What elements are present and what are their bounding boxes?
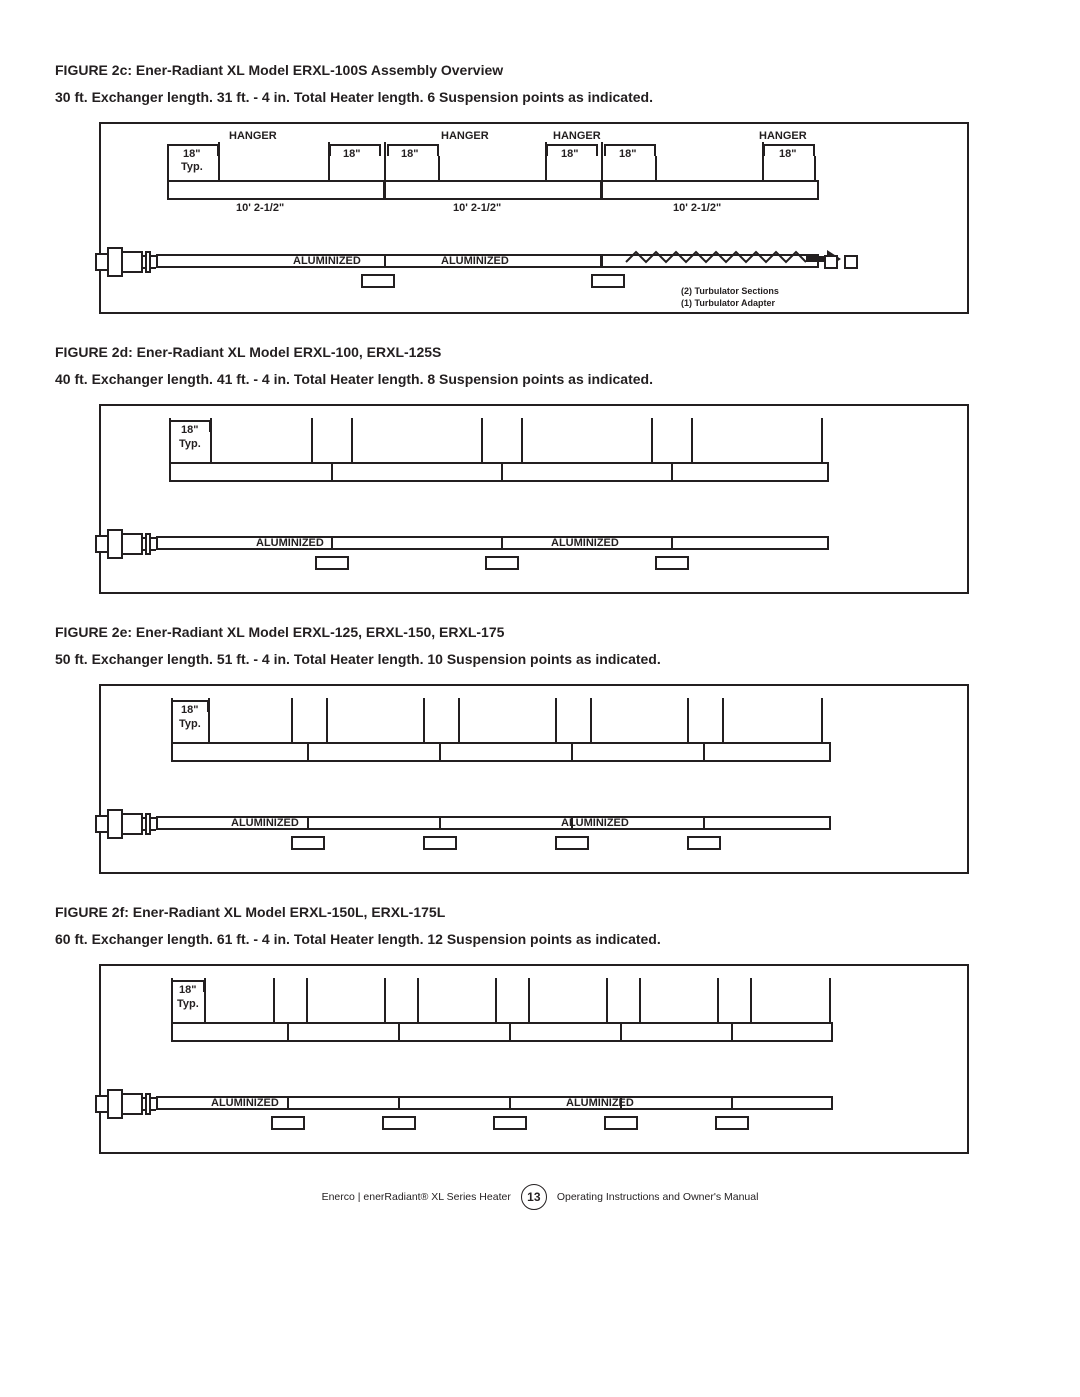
figure-2d-subtitle: 40 ft. Exchanger length. 41 ft. - 4 in. …: [55, 369, 1025, 390]
figure-2e-caption: FIGURE 2e: Ener-Radiant XL Model ERXL-12…: [55, 622, 1025, 670]
coupling-icon: [423, 836, 457, 850]
footer-right: Operating Instructions and Owner's Manua…: [557, 1191, 759, 1203]
figure-2d-diagram: 18" Typ. ALUMINIZED ALUMINIZED: [99, 404, 1025, 594]
eighteen-label: 18": [561, 148, 578, 160]
tube-length-label: 10' 2-1/2": [673, 202, 721, 214]
aluminized-label: ALUMINIZED: [561, 817, 629, 829]
coupling-icon: [555, 836, 589, 850]
coupling-icon: [591, 274, 625, 288]
eighteen-label: 18": [779, 148, 796, 160]
figure-2c-subtitle: 30 ft. Exchanger length. 31 ft. - 4 in. …: [55, 87, 1025, 108]
eighteen-label: 18": [619, 148, 636, 160]
vent-end-icon: [823, 242, 865, 270]
turbulator-icon: [621, 244, 853, 274]
coupling-icon: [655, 556, 689, 570]
hanger-label: HANGER: [229, 130, 277, 142]
coupling-icon: [715, 1116, 749, 1130]
eighteen-label: 18": [343, 148, 360, 160]
footer-left: Enerco | enerRadiant® XL Series Heater: [322, 1191, 511, 1203]
coupling-icon: [687, 836, 721, 850]
eighteen-label: 18": [181, 704, 198, 716]
typ-label: Typ.: [179, 718, 201, 730]
eighteen-label: 18": [183, 148, 200, 160]
tube-length-label: 10' 2-1/2": [453, 202, 501, 214]
turbulator-note-1: (2) Turbulator Sections: [681, 286, 779, 297]
figure-2f-subtitle: 60 ft. Exchanger length. 61 ft. - 4 in. …: [55, 929, 1025, 950]
figure-2f-title: FIGURE 2f: Ener-Radiant XL Model ERXL-15…: [55, 902, 1025, 923]
typ-label: Typ.: [177, 998, 199, 1010]
figure-2c-title: FIGURE 2c: Ener-Radiant XL Model ERXL-10…: [55, 60, 1025, 81]
page-number: 13: [521, 1184, 547, 1210]
typ-label: Typ.: [179, 438, 201, 450]
coupling-icon: [604, 1116, 638, 1130]
eighteen-label: 18": [401, 148, 418, 160]
aluminized-label: ALUMINIZED: [293, 255, 361, 267]
coupling-icon: [291, 836, 325, 850]
aluminized-label: ALUMINIZED: [566, 1097, 634, 1109]
tube-length-label: 10' 2-1/2": [236, 202, 284, 214]
aluminized-label: ALUMINIZED: [441, 255, 509, 267]
figure-2d-caption: FIGURE 2d: Ener-Radiant XL Model ERXL-10…: [55, 342, 1025, 390]
figure-2e-diagram: 18" Typ. ALUMIN: [99, 684, 1025, 874]
coupling-icon: [485, 556, 519, 570]
aluminized-label: ALUMINIZED: [551, 537, 619, 549]
hanger-label: HANGER: [441, 130, 489, 142]
figure-2f-caption: FIGURE 2f: Ener-Radiant XL Model ERXL-15…: [55, 902, 1025, 950]
figure-2e-title: FIGURE 2e: Ener-Radiant XL Model ERXL-12…: [55, 622, 1025, 643]
coupling-icon: [493, 1116, 527, 1130]
coupling-icon: [315, 556, 349, 570]
page-footer: Enerco | enerRadiant® XL Series Heater 1…: [55, 1184, 1025, 1210]
eighteen-label: 18": [179, 984, 196, 996]
hanger-label: HANGER: [553, 130, 601, 142]
coupling-icon: [361, 274, 395, 288]
aluminized-label: ALUMINIZED: [231, 817, 299, 829]
figure-2d-title: FIGURE 2d: Ener-Radiant XL Model ERXL-10…: [55, 342, 1025, 363]
hanger-label: HANGER: [759, 130, 807, 142]
eighteen-label: 18": [181, 424, 198, 436]
coupling-icon: [382, 1116, 416, 1130]
coupling-icon: [271, 1116, 305, 1130]
figure-2c-caption: FIGURE 2c: Ener-Radiant XL Model ERXL-10…: [55, 60, 1025, 108]
figure-2e-subtitle: 50 ft. Exchanger length. 51 ft. - 4 in. …: [55, 649, 1025, 670]
turbulator-note-2: (1) Turbulator Adapter: [681, 298, 775, 309]
typ-label: Typ.: [181, 161, 203, 173]
figure-2f-diagram: 18" Typ.: [99, 964, 1025, 1154]
figure-2c-diagram: HANGER HANGER HANGER HANGER 18" Typ. 18"…: [99, 122, 1025, 314]
aluminized-label: ALUMINIZED: [256, 537, 324, 549]
aluminized-label: ALUMINIZED: [211, 1097, 279, 1109]
